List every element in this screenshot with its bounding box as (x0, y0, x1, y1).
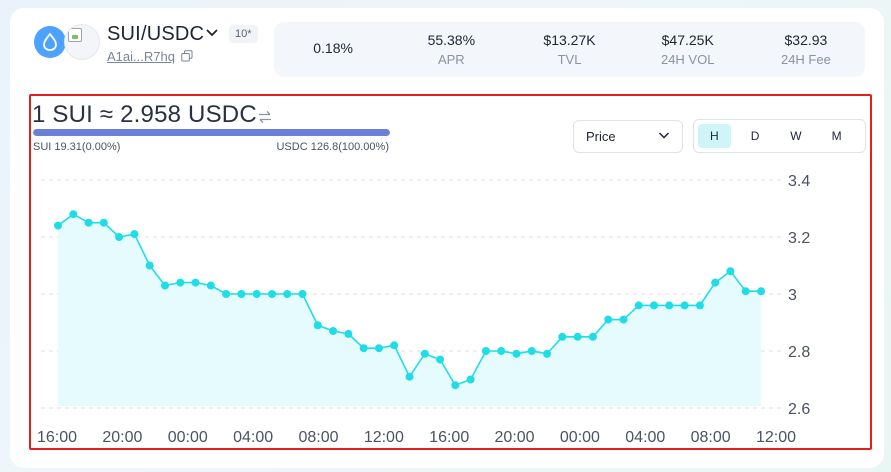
price-point[interactable] (344, 329, 353, 338)
x-tick-label: 20:00 (495, 429, 535, 446)
price-point[interactable] (757, 287, 765, 296)
price-point[interactable] (206, 281, 215, 290)
price-point[interactable] (481, 347, 490, 355)
y-tick-label: 3.4 (788, 173, 810, 190)
x-tick-label: 20:00 (102, 429, 142, 446)
price-point[interactable] (84, 218, 93, 227)
token-ratio-fill (33, 129, 390, 136)
price-point[interactable] (543, 349, 551, 358)
price-point[interactable] (252, 290, 261, 298)
stat-fee-rate: 0.18% (313, 39, 353, 56)
price-point[interactable] (374, 344, 383, 353)
pool-address-link[interactable]: A1ai...R7hq (107, 49, 175, 64)
x-tick-label: 04:00 (625, 429, 665, 446)
usdc-reserve-label: USDC 126.8(100.00%) (276, 141, 389, 153)
price-point[interactable] (145, 261, 154, 270)
x-tick-label: 12:00 (756, 429, 796, 446)
price-point[interactable] (161, 281, 169, 290)
price-point[interactable] (604, 315, 613, 324)
price-point[interactable] (665, 301, 674, 310)
x-tick-label: 00:00 (560, 429, 600, 446)
price-point[interactable] (619, 315, 628, 324)
price-point[interactable] (497, 347, 506, 355)
price-point[interactable] (634, 301, 643, 310)
sui-token-icon (34, 26, 66, 58)
price-point[interactable] (237, 290, 246, 298)
y-tick-label: 2.6 (788, 401, 810, 418)
chart-metric-value: Price (586, 129, 616, 144)
period-button-day[interactable]: D (750, 129, 760, 143)
price-chart[interactable]: 3.4 3.2 3 2.8 2.6 16:00 20:00 00:00 04:00 08:00 1… (31, 160, 831, 450)
price-point[interactable] (588, 332, 597, 341)
stat-24h-volume: $47.25K 24H VOL (660, 32, 715, 67)
x-tick-label: 08:00 (691, 429, 731, 446)
price-point[interactable] (99, 218, 108, 227)
price-point[interactable] (741, 287, 750, 296)
x-tick-label: 12:00 (364, 429, 404, 446)
price-point[interactable] (222, 290, 231, 298)
price-point[interactable] (726, 267, 735, 276)
usdc-token-icon (64, 24, 100, 60)
period-button-month[interactable]: M (831, 129, 842, 143)
pair-name[interactable]: SUI/USDC (107, 23, 205, 45)
price-point[interactable] (573, 332, 582, 341)
price-point[interactable] (313, 321, 322, 330)
x-tick-label: 04:00 (233, 429, 273, 446)
price-point[interactable] (176, 278, 185, 287)
exchange-rate: 1 SUI ≈ 2.958 USDC (32, 101, 257, 128)
x-tick-label: 16:00 (429, 429, 469, 446)
price-point[interactable] (54, 221, 62, 230)
stat-tvl: $13.27K TVL (543, 32, 596, 67)
price-point[interactable] (527, 347, 536, 355)
y-tick-label: 2.8 (788, 344, 810, 361)
stat-24h-fee: $32.93 24H Fee (780, 32, 831, 67)
price-point[interactable] (420, 349, 429, 358)
price-point[interactable] (650, 301, 658, 310)
price-area (58, 214, 761, 406)
price-point[interactable] (695, 301, 704, 310)
x-tick-label: 16:00 (37, 429, 77, 446)
token-ratio-bar (33, 129, 390, 136)
broken-image-icon (68, 28, 82, 42)
price-point[interactable] (329, 327, 338, 335)
x-tick-label: 00:00 (168, 429, 208, 446)
price-point[interactable] (359, 344, 368, 353)
chevron-down-icon (658, 132, 670, 139)
swap-direction-icon[interactable] (258, 110, 272, 124)
sui-reserve-label: SUI 19.31(0.00%) (33, 141, 121, 153)
price-point[interactable] (711, 278, 720, 287)
pair-header: SUI/USDC 10* A1ai...R7hq (34, 22, 264, 68)
price-point[interactable] (268, 290, 276, 298)
pool-stats-bar: 0.18% 55.38% APR $13.27K TVL $47.25K 24H… (274, 22, 865, 77)
y-tick-label: 3 (788, 287, 797, 304)
price-point[interactable] (390, 341, 399, 350)
price-point[interactable] (680, 301, 689, 310)
price-point[interactable] (191, 278, 200, 287)
period-selector: H D W M (693, 119, 866, 153)
price-point[interactable] (405, 372, 414, 381)
y-tick-label: 3.2 (788, 230, 810, 247)
price-point[interactable] (115, 233, 124, 241)
price-point[interactable] (283, 290, 292, 298)
chart-metric-select[interactable]: Price (573, 120, 683, 153)
price-point[interactable] (436, 355, 445, 364)
chevron-down-icon[interactable] (205, 28, 219, 38)
price-point[interactable] (466, 375, 475, 384)
copy-icon[interactable] (181, 50, 193, 62)
price-point[interactable] (69, 210, 78, 219)
price-point[interactable] (298, 290, 307, 298)
period-button-hour[interactable]: H (698, 124, 731, 148)
fee-tier-badge: 10* (229, 25, 258, 43)
stat-apr: 55.38% APR (427, 32, 476, 67)
x-tick-label: 08:00 (298, 429, 338, 446)
price-point[interactable] (558, 332, 567, 341)
price-point[interactable] (451, 381, 460, 390)
price-point[interactable] (512, 349, 521, 358)
price-point[interactable] (130, 230, 139, 239)
period-button-week[interactable]: W (790, 129, 802, 143)
